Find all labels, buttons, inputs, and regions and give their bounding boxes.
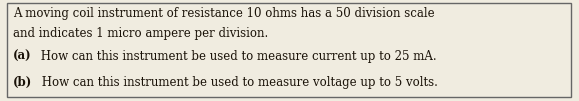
Text: (b): (b) — [13, 76, 32, 89]
Text: (a): (a) — [13, 50, 31, 63]
Text: A moving coil instrument of resistance 10 ohms has a 50 division scale: A moving coil instrument of resistance 1… — [13, 7, 434, 20]
Text: How can this instrument be used to measure current up to 25 mA.: How can this instrument be used to measu… — [37, 50, 437, 63]
Text: How can this instrument be used to measure voltage up to 5 volts.: How can this instrument be used to measu… — [38, 76, 438, 89]
FancyBboxPatch shape — [7, 3, 571, 97]
Text: and indicates 1 micro ampere per division.: and indicates 1 micro ampere per divisio… — [13, 27, 268, 40]
